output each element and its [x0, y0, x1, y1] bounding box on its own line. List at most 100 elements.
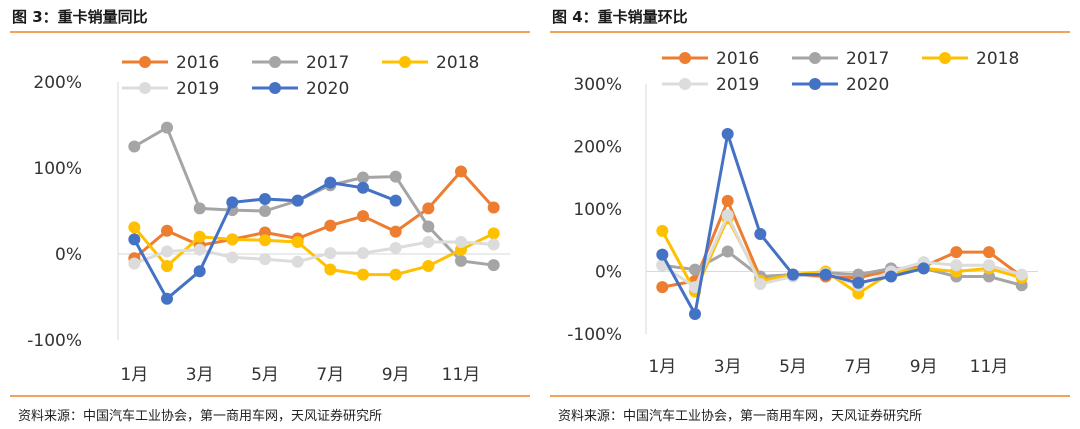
line-chart-yoy: 200% 100% 0% -100% 1月 3月 5月 7月 9月 11月 2016 2017 2018… [27, 53, 510, 385]
y-tick-label: -100% [27, 331, 82, 351]
legend-item-2017: 2017 [792, 49, 889, 69]
x-tick-label: 11月 [442, 365, 481, 385]
data-point [852, 276, 865, 289]
data-point [193, 230, 206, 243]
x-tick-label: 3月 [186, 365, 214, 385]
source-divider [550, 395, 1070, 397]
legend-swatch-marker [679, 52, 691, 64]
legend-swatch-marker [809, 78, 821, 90]
data-point [193, 202, 206, 215]
data-point [128, 221, 141, 234]
x-tick-label: 1月 [120, 365, 148, 385]
data-point [787, 268, 799, 281]
series-2020 [656, 128, 930, 320]
source-divider [10, 395, 530, 397]
data-point [357, 268, 369, 281]
chart-panel-yoy: 图 3：重卡销量同比 200% 100% 0% -100% 1月 3月 5月 7月 9月 11月 2… [10, 0, 530, 429]
data-point [389, 268, 402, 281]
data-point [754, 228, 767, 240]
data-point [455, 254, 467, 267]
data-point [226, 196, 239, 209]
data-point [885, 270, 897, 283]
legend-item-2019: 2019 [122, 79, 219, 99]
legend-label: 2016 [176, 53, 219, 73]
legend-swatch-marker [679, 78, 691, 90]
legend-item-2019: 2019 [662, 75, 759, 95]
y-tick-label: 200% [573, 138, 622, 158]
series-line [133, 226, 495, 277]
x-tick-label: 9月 [910, 357, 938, 377]
data-point [487, 238, 500, 251]
x-tick-label: 9月 [382, 365, 410, 385]
legend-swatch-marker [399, 56, 411, 68]
data-point [324, 219, 337, 232]
data-point [324, 247, 337, 260]
data-point [291, 194, 304, 207]
data-point [324, 176, 337, 189]
legend-swatch-marker [139, 56, 151, 68]
data-point [161, 245, 173, 258]
legend-label: 2017 [846, 49, 889, 69]
data-point [128, 233, 141, 246]
data-point [357, 171, 369, 184]
y-tick-label: -100% [567, 325, 622, 345]
data-point [389, 241, 402, 254]
y-tick-label: 200% [33, 73, 82, 93]
legend-item-2016: 2016 [122, 53, 219, 73]
legend-item-2016: 2016 [662, 49, 759, 69]
data-point [721, 194, 734, 207]
data-point [656, 248, 669, 261]
legend: 2016 2017 2018 2019 2020 [662, 49, 1019, 95]
x-tick-label: 3月 [714, 357, 742, 377]
chart-title: 图 4：重卡销量环比 [552, 8, 688, 26]
data-point [487, 201, 500, 214]
chart-panel-mom: 图 4：重卡销量环比 300% 200% 100% 0% -100% 1月 3月 5月 7月 9月… [550, 0, 1070, 429]
legend-swatch-marker [269, 56, 281, 68]
data-point [983, 246, 995, 259]
legend-label: 2020 [846, 75, 889, 95]
legend-label: 2016 [716, 49, 759, 69]
line-chart-mom: 300% 200% 100% 0% -100% 1月 3月 5月 7月 9月 11月 2016 2017… [567, 49, 1038, 377]
legend-item-2018: 2018 [382, 53, 479, 73]
data-point [754, 278, 767, 290]
data-point [161, 292, 173, 305]
data-point [259, 192, 271, 205]
data-point [455, 235, 467, 248]
legend-label: 2019 [176, 79, 219, 99]
data-point [950, 246, 963, 259]
data-point [422, 235, 435, 248]
series-line [660, 132, 925, 316]
data-point [819, 268, 832, 281]
data-point [161, 224, 173, 237]
series-2020 [128, 176, 402, 305]
data-point [983, 259, 995, 272]
legend-item-2018: 2018 [922, 49, 1019, 69]
legend-swatch-marker [269, 82, 281, 94]
data-point [128, 257, 141, 270]
y-tick-label: 300% [573, 75, 622, 95]
data-point [487, 227, 500, 240]
data-point [324, 263, 337, 276]
data-point [656, 224, 669, 237]
y-tick-label: 100% [573, 200, 622, 220]
y-tick-label: 0% [595, 263, 622, 283]
data-point [259, 234, 271, 247]
data-point [1015, 268, 1028, 281]
data-point [422, 260, 435, 273]
legend-label: 2020 [306, 79, 349, 99]
data-point [422, 202, 435, 215]
y-tick-label: 100% [33, 159, 82, 179]
legend-swatch-marker [809, 52, 821, 64]
axes [117, 82, 510, 340]
data-point [259, 253, 271, 266]
data-point [422, 220, 435, 233]
y-tick-label: 0% [55, 245, 82, 265]
data-point [291, 255, 304, 268]
data-point [357, 210, 369, 223]
legend-label: 2019 [716, 75, 759, 95]
legend-item-2020: 2020 [252, 79, 349, 99]
data-point [455, 165, 467, 178]
x-tick-label: 11月 [970, 357, 1009, 377]
data-point [357, 181, 369, 194]
data-point [689, 263, 701, 276]
